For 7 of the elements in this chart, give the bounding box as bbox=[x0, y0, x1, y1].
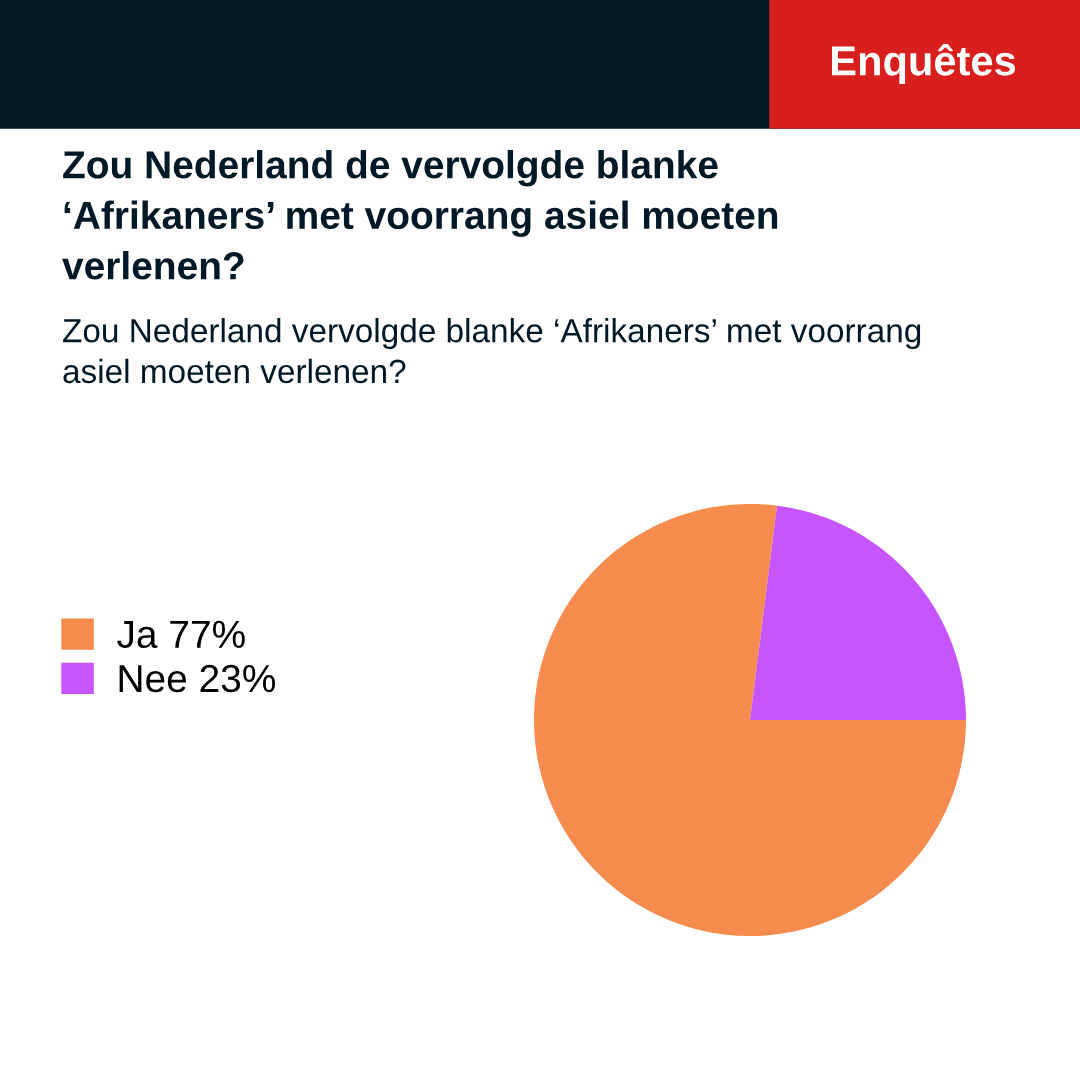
pie-slice bbox=[750, 505, 966, 720]
chart-subtitle: Zou Nederland vervolgde blanke ‘Afrikaners’ met voorrang asiel moeten verlenen? bbox=[63, 318, 921, 384]
legend-label: Ja 77% bbox=[117, 620, 245, 649]
chart-title: Zou Nederland de vervolgde blanke ‘Afrikaners’ met voorrang asiel moeten verlenen? bbox=[62, 150, 778, 280]
pie-slice bbox=[534, 504, 966, 936]
text: Enquêtes bbox=[832, 44, 1016, 84]
legend-label: Nee 23% bbox=[119, 664, 276, 693]
